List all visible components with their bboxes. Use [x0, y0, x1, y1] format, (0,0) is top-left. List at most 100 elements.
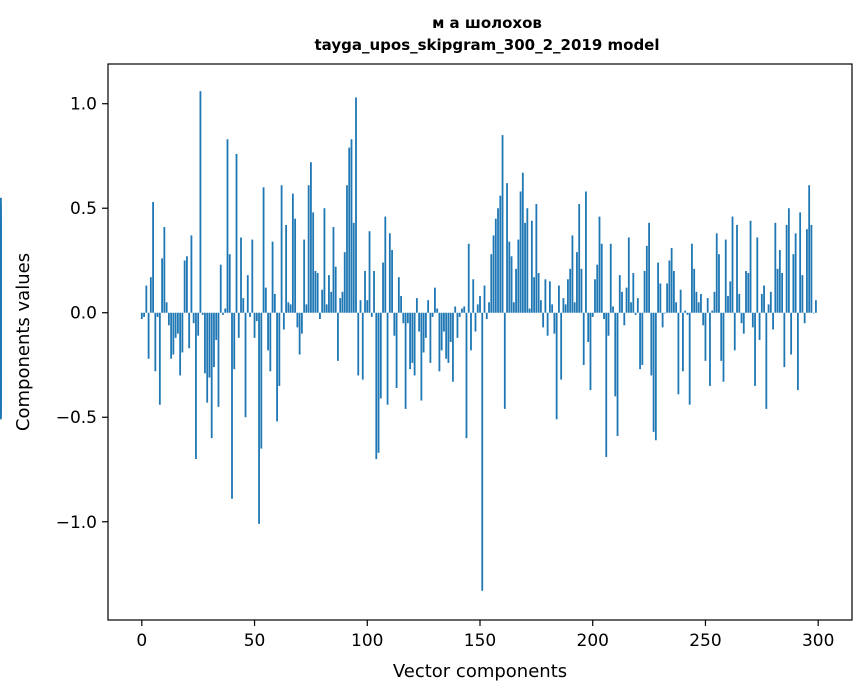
bar	[0, 312, 2, 420]
bar	[659, 283, 662, 313]
bar	[406, 312, 409, 324]
bar	[278, 312, 281, 386]
bar	[657, 262, 660, 313]
bar	[213, 312, 215, 368]
x-axis-ticks: 0 50 100 150 200 250 300	[136, 620, 834, 651]
bar	[686, 312, 689, 315]
bar	[783, 312, 786, 368]
y-tick-label: −1.0	[56, 513, 97, 533]
bar	[427, 300, 430, 313]
bar	[454, 306, 457, 313]
bar	[569, 268, 572, 313]
bar	[400, 296, 402, 313]
bar	[567, 279, 569, 313]
bar	[366, 300, 369, 313]
bar	[183, 260, 186, 313]
bar	[434, 287, 436, 313]
bar	[740, 312, 743, 324]
bar	[373, 270, 375, 313]
bar	[422, 312, 425, 353]
bar	[147, 312, 150, 359]
y-tick-label: 0.5	[70, 199, 97, 219]
bar	[560, 312, 563, 380]
bar	[506, 183, 508, 313]
bar	[499, 195, 502, 313]
bar	[776, 268, 779, 313]
bar	[585, 191, 587, 313]
bar	[517, 239, 520, 313]
bar	[677, 312, 680, 395]
x-tick-label: 50	[244, 631, 266, 651]
bar	[258, 312, 260, 524]
bar	[467, 243, 470, 313]
bar	[675, 302, 678, 313]
bar	[415, 298, 418, 313]
bar	[463, 306, 466, 313]
bar	[285, 224, 288, 313]
bar	[787, 208, 790, 313]
bar	[375, 312, 378, 460]
bar	[582, 312, 585, 365]
bar	[303, 239, 306, 313]
y-tick-label: 0.0	[70, 304, 97, 324]
bar	[623, 312, 626, 326]
bar	[591, 312, 594, 317]
bar	[461, 308, 463, 313]
bar	[709, 312, 711, 386]
bar	[411, 312, 414, 363]
bar	[643, 270, 646, 313]
bar	[533, 277, 536, 313]
bar	[158, 312, 161, 405]
bar	[325, 304, 328, 313]
bar	[526, 208, 529, 313]
bar	[438, 312, 441, 372]
bar	[598, 216, 601, 313]
bar	[172, 312, 175, 355]
bar	[652, 312, 655, 432]
bar	[346, 185, 348, 313]
bar	[607, 312, 610, 336]
bar	[291, 193, 294, 313]
bar	[479, 296, 481, 313]
bar	[542, 312, 545, 328]
bar	[167, 312, 170, 326]
bar	[237, 312, 240, 338]
bar	[666, 283, 669, 313]
bar	[330, 291, 333, 313]
bar	[564, 304, 567, 313]
bar	[222, 312, 224, 315]
bar	[528, 308, 531, 313]
bar	[503, 312, 506, 409]
bar	[781, 273, 784, 313]
bar	[576, 252, 578, 313]
bar	[600, 243, 603, 313]
bar	[368, 231, 371, 313]
y-tick-label: −0.5	[56, 408, 97, 428]
bar	[228, 254, 231, 313]
bar	[404, 312, 407, 409]
bar	[792, 254, 795, 313]
bar	[812, 312, 815, 314]
bar	[456, 312, 459, 338]
bar	[206, 312, 209, 403]
bar	[276, 312, 278, 422]
bar	[443, 312, 445, 332]
bar	[163, 227, 166, 313]
bar	[186, 256, 188, 313]
bar	[609, 243, 612, 313]
bar	[589, 312, 592, 391]
bar	[296, 312, 299, 328]
bar	[174, 312, 177, 338]
bar	[702, 312, 705, 326]
bar	[337, 312, 339, 361]
bar	[379, 312, 382, 399]
bar	[231, 312, 233, 499]
bar	[190, 235, 193, 313]
bar	[645, 245, 648, 313]
bar	[165, 302, 168, 313]
bar	[806, 229, 808, 313]
bar	[364, 270, 366, 313]
bar	[282, 312, 285, 330]
bar	[458, 312, 461, 317]
bar	[815, 300, 817, 313]
